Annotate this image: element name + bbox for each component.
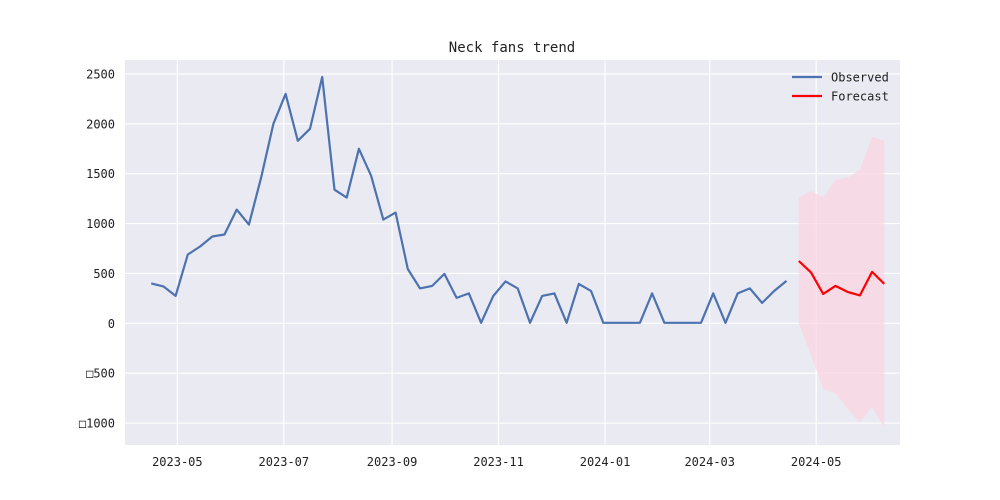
y-tick-label: 1500 [86,167,115,181]
y-gridlines [125,73,900,424]
chart-title: Neck fans trend [449,40,575,56]
legend: Observed Forecast [792,71,889,104]
y-tick-label: □500 [86,367,115,381]
x-tick-label: 2024-01 [580,455,631,469]
y-axis-ticks: □1000 □500 0 500 1000 1500 2000 2500 [79,67,115,430]
legend-label-forecast: Forecast [831,90,889,104]
observed-series-line [150,75,788,324]
y-tick-label: 2000 [86,117,115,131]
x-axis-ticks: 2023-05 2023-07 2023-09 2023-11 2024-01 2024-… [152,455,841,469]
forecast-confidence-band [798,136,885,429]
x-tick-label: 2024-03 [684,455,735,469]
y-tick-label: 1000 [86,217,115,231]
x-tick-label: 2024-05 [791,455,842,469]
y-tick-label: 500 [93,267,115,281]
legend-label-observed: Observed [831,71,889,85]
x-tick-label: 2023-09 [367,455,418,469]
y-tick-label: 2500 [86,67,115,81]
x-tick-label: 2023-05 [152,455,203,469]
x-tick-label: 2023-07 [259,455,310,469]
forecast-series-line [798,260,886,297]
plot-background [125,60,900,445]
y-tick-label: 0 [108,317,115,331]
x-tick-label: 2023-11 [473,455,524,469]
y-tick-label: □1000 [79,417,115,431]
